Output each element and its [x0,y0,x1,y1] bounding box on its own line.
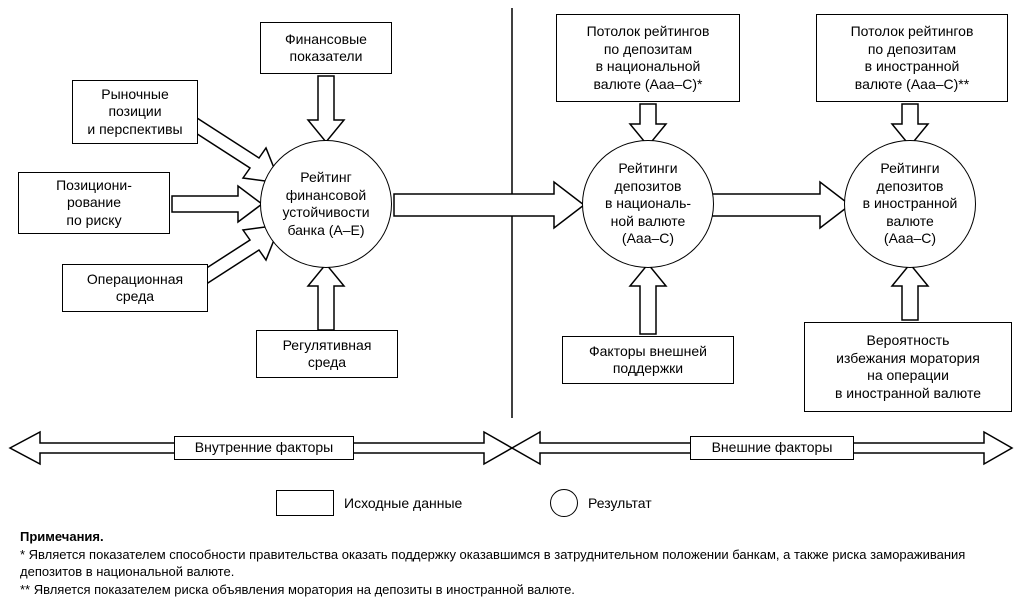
note-1: * Является показателем способности прави… [20,546,1004,581]
circle-for-deposits: Рейтингидепозитовв иностраннойвалюте(Aaa… [844,140,976,268]
box-positioning: Позициони-рованиепо риску [18,172,170,234]
box-text: Операционнаясреда [87,271,183,306]
box-ceiling-for: Потолок рейтинговпо депозитамв иностранн… [816,14,1008,102]
legend-circle-swatch [550,489,578,517]
note-2: ** Является показателем риска объявления… [20,581,1004,599]
label-text: Внешние факторы [712,439,833,457]
box-text: Позициони-рованиепо риску [56,177,132,230]
label-text: Внутренние факторы [195,439,334,457]
box-ceiling-nat: Потолок рейтинговпо депозитамв националь… [556,14,740,102]
circle-text: Рейтингидепозитовв националь-ной валюте(… [605,160,691,248]
box-text: Потолок рейтинговпо депозитамв иностранн… [851,23,974,93]
box-avoid-moratorium: Вероятностьизбежания мораторияна операци… [804,322,1012,412]
circle-text: Рейтингфинансовойустойчивостибанка (A–E) [282,169,369,239]
legend-output: Результат [550,489,652,517]
box-ext-support: Факторы внешнейподдержки [562,336,734,384]
notes: Примечания. * Является показателем спосо… [20,528,1004,598]
legend-input-text: Исходные данные [344,495,462,511]
notes-title: Примечания. [20,528,1004,546]
box-text: Регулятивнаясреда [283,337,372,372]
box-text: Рыночныепозициии перспективы [87,86,182,139]
circle-bank-rating: Рейтингфинансовойустойчивостибанка (A–E) [260,140,392,268]
label-internal-factors: Внутренние факторы [174,436,354,460]
circle-nat-deposits: Рейтингидепозитовв националь-ной валюте(… [582,140,714,268]
box-text: Факторы внешнейподдержки [589,343,707,378]
box-text: Потолок рейтинговпо депозитамв националь… [587,23,710,93]
box-text: Финансовыепоказатели [285,31,367,66]
legend-box-swatch [276,490,334,516]
legend-output-text: Результат [588,495,652,511]
box-reg-env: Регулятивнаясреда [256,330,398,378]
circle-text: Рейтингидепозитовв иностраннойвалюте(Aaa… [863,160,958,248]
box-op-env: Операционнаясреда [62,264,208,312]
box-text: Вероятностьизбежания мораторияна операци… [835,332,981,402]
diagram-canvas: Финансовыепоказатели Рыночныепозициии пе… [0,0,1024,611]
legend-input: Исходные данные [276,490,462,516]
box-market-pos: Рыночныепозициии перспективы [72,80,198,144]
label-external-factors: Внешние факторы [690,436,854,460]
box-fin-indicators: Финансовыепоказатели [260,22,392,74]
